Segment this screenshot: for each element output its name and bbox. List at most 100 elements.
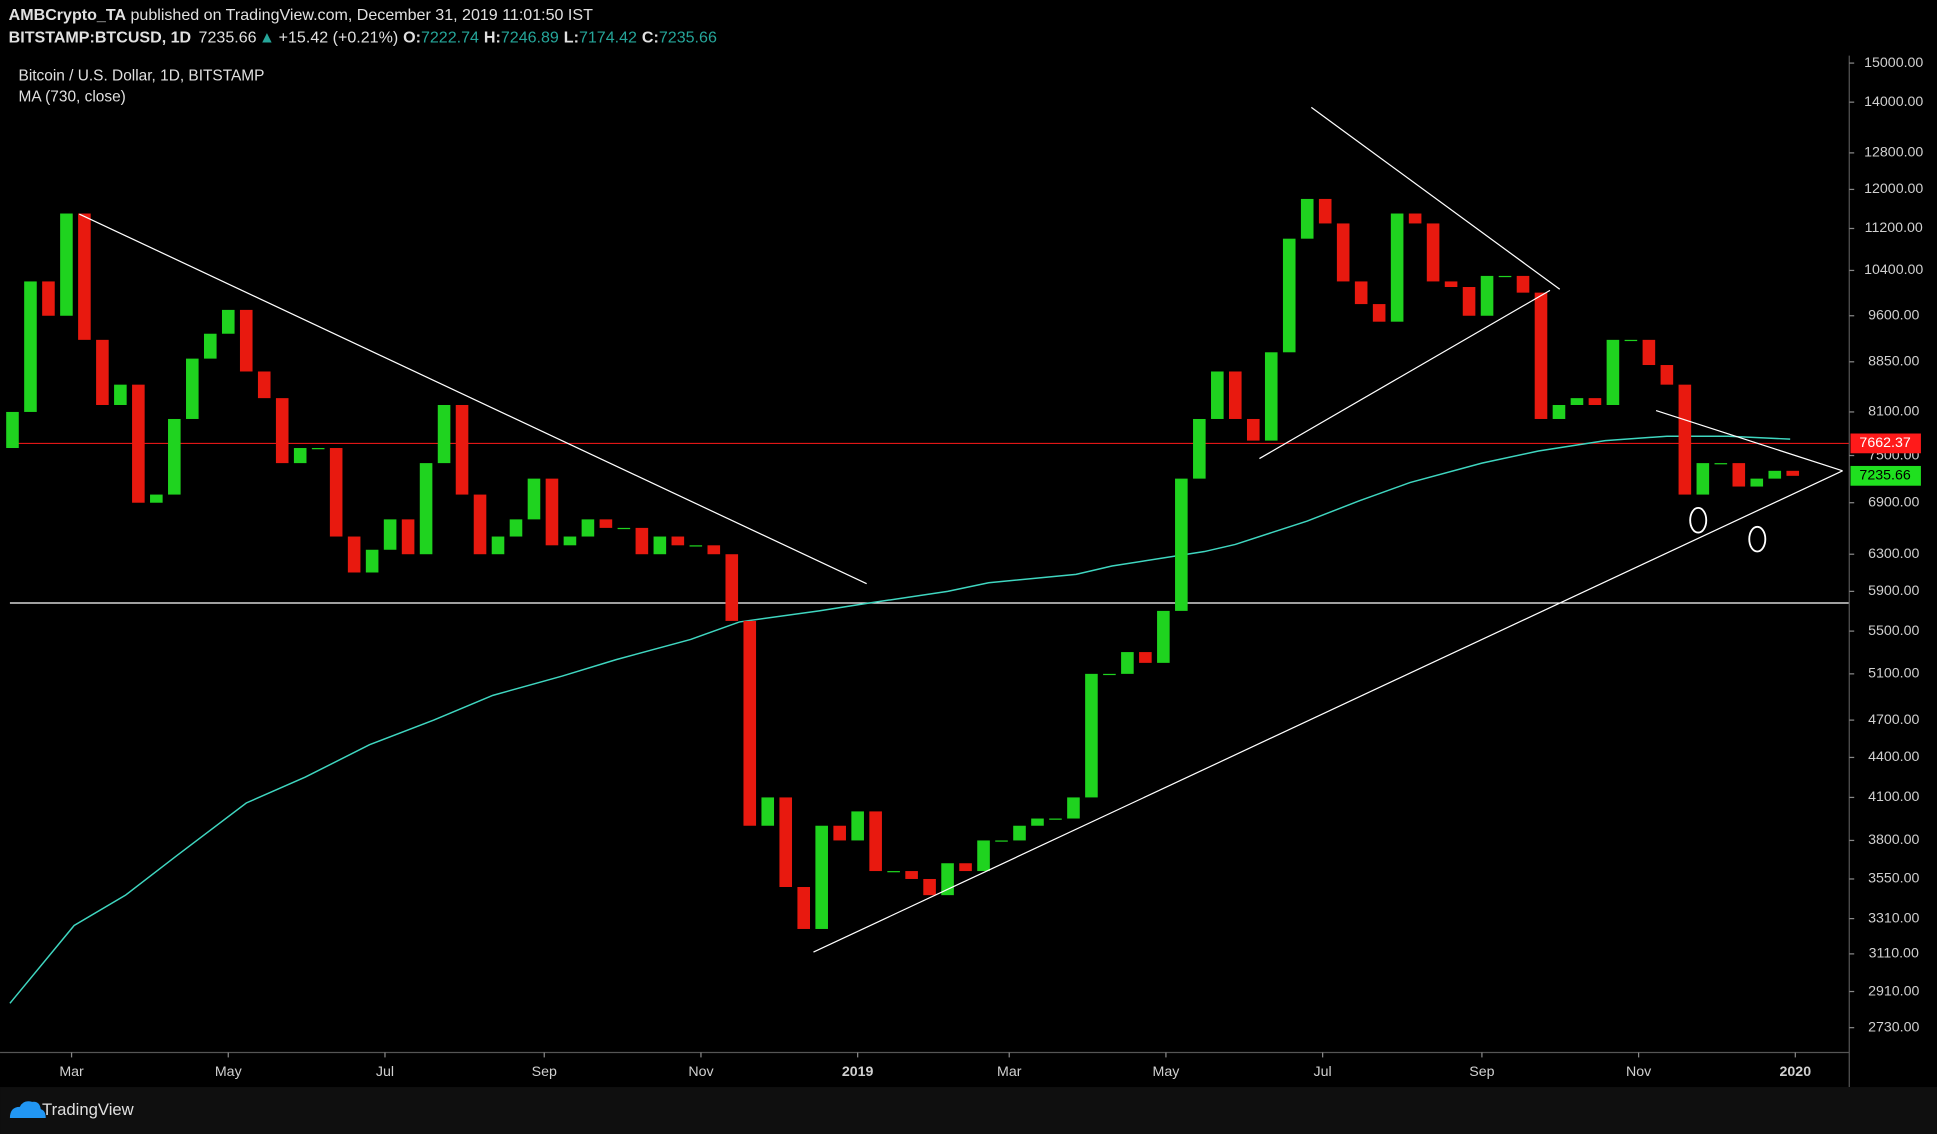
y-tick-label: 14000.00	[1864, 94, 1923, 110]
candle-body	[1426, 223, 1440, 282]
candle-body	[815, 825, 828, 929]
candle-body	[78, 213, 91, 340]
ohlc-key: C:	[642, 29, 659, 47]
candle-body	[1193, 418, 1206, 479]
symbol: BITSTAMP:BTCUSD, 1D	[9, 29, 191, 47]
candle-body	[1157, 610, 1170, 663]
candle-body	[1372, 304, 1386, 322]
candle-body	[42, 281, 55, 316]
candle-body	[186, 358, 199, 419]
candle-body	[1534, 292, 1548, 419]
candle-body	[473, 494, 487, 555]
ohlc-value: 7222.74	[421, 29, 479, 47]
y-tick-label: 8100.00	[1868, 404, 1919, 420]
candle-body	[869, 811, 882, 872]
y-tick-label: 8850.00	[1868, 354, 1919, 370]
candle-body	[1246, 418, 1260, 441]
candle-body	[1282, 238, 1296, 353]
candle-body	[509, 519, 523, 537]
candle-body	[959, 863, 972, 872]
candle-body	[635, 527, 649, 555]
candle-body	[383, 519, 397, 550]
candle-body	[1013, 825, 1026, 841]
candle-body	[347, 536, 361, 573]
candle-body	[1714, 463, 1728, 465]
ohlc-key: H:	[484, 29, 501, 47]
y-tick-label: 3800.00	[1868, 832, 1919, 848]
price-label: 7235.66	[1859, 468, 1910, 484]
candle-body	[6, 411, 19, 449]
x-tick-label: Jul	[1314, 1064, 1332, 1080]
candle-body	[1480, 275, 1494, 316]
brand: TradingView	[42, 1100, 135, 1119]
candle-body	[599, 519, 613, 528]
y-tick-label: 15000.00	[1864, 55, 1923, 71]
trendline	[1259, 289, 1551, 460]
candle-body	[941, 863, 954, 896]
price-label: 7662.37	[1859, 435, 1910, 451]
trendline	[1655, 409, 1843, 472]
header-line2: BITSTAMP:BTCUSD, 1D 7235.66 ▲ +15.42 (+0.21…	[9, 29, 717, 47]
candle-body	[293, 448, 307, 464]
candle-body	[1175, 478, 1188, 611]
ohlc-key: L:	[564, 29, 579, 47]
candle-body	[1606, 339, 1620, 405]
candle-body	[329, 448, 343, 537]
x-tick-label: Nov	[1626, 1064, 1652, 1080]
y-tick-label: 6300.00	[1868, 546, 1919, 562]
candle-body	[617, 527, 631, 530]
y-tick-label: 9600.00	[1868, 308, 1919, 324]
arrow: ▲	[259, 29, 275, 47]
y-tick-label: 12800.00	[1864, 145, 1923, 161]
highlight-circle	[1689, 506, 1708, 534]
y-tick-label: 2910.00	[1868, 983, 1919, 999]
y-tick-label: 10400.00	[1864, 262, 1923, 278]
candle-body	[707, 545, 721, 555]
x-tick-label: May	[215, 1064, 243, 1080]
y-tick-label: 6900.00	[1868, 494, 1919, 510]
change: +15.42 (+0.21%)	[279, 29, 399, 47]
y-tick-label: 3550.00	[1868, 871, 1919, 887]
price-label-box	[1850, 465, 1921, 486]
candle-body	[725, 554, 739, 621]
x-tick-label: Nov	[688, 1064, 714, 1080]
candle-body	[995, 840, 1008, 842]
candle-body	[1444, 281, 1458, 288]
candle-body	[1336, 223, 1350, 282]
candle-body	[1660, 365, 1674, 385]
candle-body	[132, 384, 145, 503]
candle-body	[761, 797, 775, 826]
candle-body	[1300, 198, 1314, 239]
ohlc-key: O:	[403, 29, 421, 47]
candle-body	[545, 478, 559, 546]
candle-body	[1732, 463, 1746, 487]
candle-body	[887, 871, 900, 873]
candle-body	[779, 797, 793, 888]
indicator-legend: MA (730, close)	[19, 89, 126, 106]
candle-body	[527, 478, 541, 520]
candle-body	[168, 418, 181, 495]
y-tick-label: 5100.00	[1868, 666, 1919, 682]
y-tick-label: 11200.00	[1865, 220, 1923, 236]
candle-body	[491, 536, 505, 555]
candle-body	[563, 536, 577, 546]
x-tick-label: Mar	[59, 1064, 84, 1080]
candle-body	[1570, 398, 1584, 405]
candle-body	[1678, 384, 1692, 495]
candle-body	[1696, 463, 1710, 495]
candle-body	[60, 213, 73, 316]
header-line1: AMBCrypto_TA published on TradingView.co…	[9, 6, 593, 24]
candle-body	[797, 887, 811, 929]
candle-body	[833, 825, 846, 841]
candle-body	[1462, 287, 1476, 316]
candle-body	[1624, 339, 1638, 342]
candle-body	[96, 339, 109, 405]
candle-body	[1750, 478, 1764, 487]
candle-body	[977, 840, 990, 872]
candle-body	[1318, 198, 1332, 224]
candle-body	[1264, 352, 1278, 441]
y-tick-label: 12000.00	[1864, 181, 1923, 197]
